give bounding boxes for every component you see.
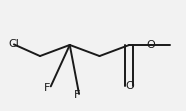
Text: F: F xyxy=(44,83,51,93)
Text: F: F xyxy=(74,90,80,100)
Text: O: O xyxy=(146,40,155,50)
Text: O: O xyxy=(125,81,134,91)
Text: Cl: Cl xyxy=(9,39,19,49)
